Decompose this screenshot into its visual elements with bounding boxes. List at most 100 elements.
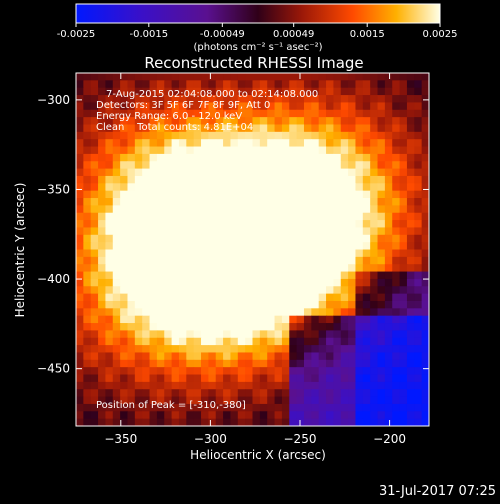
heatmap-cell <box>362 308 371 317</box>
heatmap-cell <box>406 227 415 236</box>
heatmap-cell <box>171 418 180 426</box>
heatmap-cell <box>164 73 173 81</box>
heatmap-cell <box>230 403 239 412</box>
heatmap-cell <box>392 168 401 177</box>
heatmap-cell <box>421 411 429 420</box>
heatmap-cell <box>259 80 268 89</box>
heatmap-cell <box>201 190 209 199</box>
heatmap-cell <box>296 117 305 125</box>
heatmap-cell <box>171 345 180 353</box>
heatmap-cell <box>399 249 408 258</box>
heatmap-cell <box>120 264 128 273</box>
heatmap-cell <box>362 183 371 192</box>
heatmap-cell <box>120 381 128 390</box>
heatmap-cell <box>370 95 379 103</box>
heatmap-cell <box>281 131 290 140</box>
heatmap-cell <box>421 352 429 361</box>
heatmap-cell <box>186 359 195 368</box>
heatmap-cell <box>259 367 268 376</box>
heatmap-cell <box>105 374 114 383</box>
heatmap-cell <box>98 389 106 398</box>
heatmap-cell <box>171 330 180 339</box>
heatmap-cell <box>193 146 202 155</box>
heatmap-cell <box>223 205 231 214</box>
heatmap-cell <box>326 212 334 221</box>
heatmap-cell <box>414 264 423 273</box>
heatmap-cell <box>392 124 401 133</box>
heatmap-cell <box>252 117 261 125</box>
heatmap-cell <box>134 95 143 103</box>
heatmap-cell <box>83 190 92 199</box>
heatmap-cell <box>252 374 261 383</box>
heatmap-cell <box>392 345 401 353</box>
heatmap-cell <box>186 278 195 287</box>
heatmap-cell <box>230 345 239 353</box>
heatmap-cell <box>252 278 261 287</box>
heatmap-cell <box>156 271 165 280</box>
heatmap-cell <box>326 396 334 405</box>
heatmap-cell <box>120 80 128 89</box>
heatmap-cell <box>259 109 268 118</box>
heatmap-cell <box>252 396 261 405</box>
heatmap-cell <box>340 109 349 118</box>
heatmap-cell <box>421 367 429 376</box>
heatmap-cell <box>259 374 268 383</box>
heatmap-cell <box>318 220 327 228</box>
heatmap-cell <box>223 411 231 420</box>
heatmap-cell <box>215 87 224 96</box>
heatmap-cell <box>281 124 290 133</box>
heatmap-cell <box>355 381 364 390</box>
heatmap-cell <box>237 315 246 324</box>
colorbar <box>75 3 441 24</box>
heatmap-cell <box>215 102 224 111</box>
heatmap-cell <box>267 183 276 192</box>
heatmap-cell <box>406 396 415 405</box>
heatmap-cell <box>156 198 165 206</box>
heatmap-cell <box>421 381 429 390</box>
heatmap-cell <box>237 87 246 96</box>
heatmap-cell <box>377 153 386 162</box>
heatmap-cell <box>156 183 165 192</box>
heatmap-cell <box>171 146 180 155</box>
heatmap-cell <box>98 411 106 420</box>
heatmap-cell <box>90 264 99 273</box>
heatmap-cell <box>215 220 224 228</box>
heatmap-cell <box>156 352 165 361</box>
heatmap-cell <box>384 95 393 103</box>
heatmap-cell <box>384 109 393 118</box>
heatmap-cell <box>362 168 371 177</box>
heatmap-cell <box>348 73 356 81</box>
heatmap-cell <box>281 345 290 353</box>
heatmap-cell <box>105 109 114 118</box>
heatmap-cell <box>303 315 312 324</box>
heatmap-cell <box>259 73 268 81</box>
heatmap-cell <box>142 124 151 133</box>
heatmap-cell <box>201 87 209 96</box>
heatmap-cell <box>318 396 327 405</box>
heatmap-cell <box>230 124 239 133</box>
heatmap-cell <box>274 102 283 111</box>
heatmap-cell <box>392 337 401 346</box>
heatmap-cell <box>98 117 106 125</box>
heatmap-cell <box>171 205 180 214</box>
heatmap-cell <box>76 95 84 103</box>
heatmap-cell <box>348 256 356 265</box>
heatmap-cell <box>421 175 429 184</box>
heatmap-cell <box>186 315 195 324</box>
heatmap-cell <box>267 381 276 390</box>
heatmap-cell <box>303 198 312 206</box>
heatmap-cell <box>120 190 128 199</box>
heatmap-cell <box>392 411 401 420</box>
heatmap-cell <box>215 352 224 361</box>
heatmap-cell <box>281 359 290 368</box>
heatmap-cell <box>362 117 371 125</box>
heatmap-cell <box>149 403 158 412</box>
heatmap-cell <box>223 227 231 236</box>
heatmap-cell <box>399 337 408 346</box>
heatmap-cell <box>178 153 187 162</box>
colorbar-tick-label: 0.00049 <box>273 29 314 40</box>
heatmap-cell <box>245 117 253 125</box>
heatmap-cell <box>362 234 371 243</box>
heatmap-cell <box>392 109 401 118</box>
heatmap-cell <box>90 183 99 192</box>
